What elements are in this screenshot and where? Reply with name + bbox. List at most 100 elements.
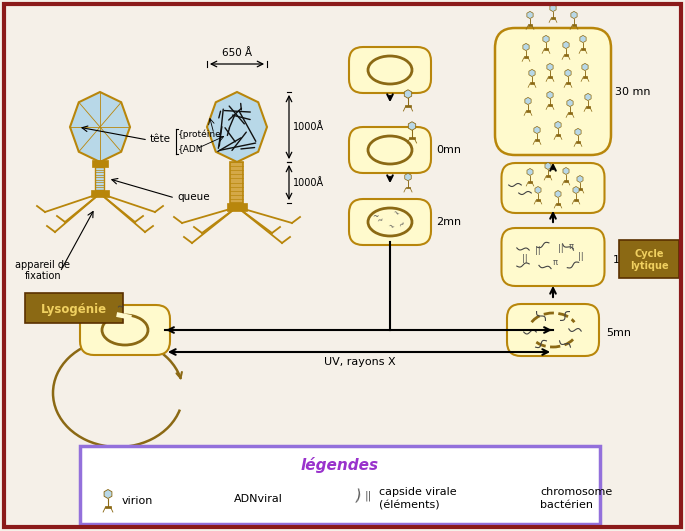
Text: ADNviral: ADNviral <box>234 494 283 504</box>
Text: ||: || <box>535 246 541 255</box>
Polygon shape <box>527 11 533 19</box>
Bar <box>528 24 532 26</box>
Text: queue: queue <box>177 192 210 202</box>
FancyBboxPatch shape <box>80 446 600 524</box>
Bar <box>535 139 539 141</box>
FancyBboxPatch shape <box>501 228 604 286</box>
Text: π: π <box>569 242 573 251</box>
Polygon shape <box>404 90 412 98</box>
FancyBboxPatch shape <box>80 305 170 355</box>
Polygon shape <box>555 122 561 129</box>
Polygon shape <box>582 63 588 71</box>
Text: 1000Å: 1000Å <box>293 122 324 132</box>
Bar <box>548 105 552 106</box>
Polygon shape <box>523 44 529 50</box>
Text: ||: || <box>365 491 372 501</box>
Bar <box>581 48 585 50</box>
Polygon shape <box>527 168 533 176</box>
Polygon shape <box>70 92 130 162</box>
Bar <box>556 203 560 204</box>
Bar <box>546 175 550 176</box>
Bar <box>230 162 243 203</box>
Bar <box>548 76 552 78</box>
Text: 0mn: 0mn <box>436 145 461 155</box>
Text: chromosome: chromosome <box>540 487 612 497</box>
Polygon shape <box>547 63 553 71</box>
Bar <box>528 181 532 183</box>
Polygon shape <box>567 99 573 107</box>
FancyBboxPatch shape <box>349 127 431 173</box>
Polygon shape <box>207 92 267 162</box>
Text: fixation: fixation <box>25 271 62 281</box>
Bar <box>92 160 108 167</box>
Polygon shape <box>573 186 579 193</box>
Bar <box>91 190 109 197</box>
Text: tête: tête <box>150 134 171 144</box>
Polygon shape <box>571 11 577 19</box>
Polygon shape <box>575 129 581 135</box>
Text: Lysogénie: Lysogénie <box>41 303 107 315</box>
Text: π: π <box>553 258 558 267</box>
Bar <box>526 110 530 112</box>
Text: Cycle
lytique: Cycle lytique <box>630 249 669 271</box>
FancyBboxPatch shape <box>349 199 431 245</box>
Bar <box>564 54 568 56</box>
Text: {ADN: {ADN <box>178 144 203 153</box>
Text: ~: ~ <box>375 216 384 226</box>
Bar <box>583 76 587 78</box>
Polygon shape <box>529 70 535 76</box>
Bar <box>227 203 247 211</box>
Text: ~: ~ <box>372 212 378 221</box>
FancyBboxPatch shape <box>349 47 431 93</box>
Text: ~: ~ <box>116 302 126 313</box>
Text: ||: || <box>522 254 528 263</box>
Bar <box>524 56 528 58</box>
Text: 30 mn: 30 mn <box>615 87 651 97</box>
FancyBboxPatch shape <box>495 28 611 155</box>
Bar <box>536 199 540 201</box>
Bar <box>586 106 590 108</box>
Text: virion: virion <box>122 496 153 506</box>
Polygon shape <box>104 490 112 499</box>
Polygon shape <box>563 167 569 175</box>
Bar <box>564 180 568 182</box>
Text: ~: ~ <box>390 208 400 219</box>
Polygon shape <box>565 70 571 76</box>
Text: 2mn: 2mn <box>436 217 461 227</box>
Text: 5mn: 5mn <box>606 328 631 338</box>
Text: ~: ~ <box>397 219 408 230</box>
Bar <box>576 141 580 143</box>
Text: 10mn: 10mn <box>613 255 645 265</box>
Bar <box>544 48 548 50</box>
Bar <box>105 506 111 508</box>
Text: ||: || <box>558 244 564 253</box>
Text: bactérien: bactérien <box>540 500 593 510</box>
Bar <box>410 137 414 139</box>
Bar <box>566 82 570 84</box>
Bar <box>95 167 105 190</box>
Polygon shape <box>555 191 561 198</box>
Text: 650 Å: 650 Å <box>222 48 252 58</box>
Bar <box>406 187 410 189</box>
Text: 1000Å: 1000Å <box>293 177 324 187</box>
Text: capside virale: capside virale <box>379 487 457 497</box>
FancyBboxPatch shape <box>25 293 123 323</box>
FancyBboxPatch shape <box>501 163 604 213</box>
Polygon shape <box>563 41 569 49</box>
Polygon shape <box>534 126 540 134</box>
Polygon shape <box>535 186 541 193</box>
Polygon shape <box>405 173 411 181</box>
Text: ||: || <box>578 252 584 261</box>
Polygon shape <box>543 36 549 42</box>
Bar <box>530 82 534 84</box>
Polygon shape <box>408 122 416 130</box>
Polygon shape <box>585 93 591 100</box>
Bar <box>568 113 572 114</box>
Text: ~: ~ <box>386 221 395 232</box>
Text: ): ) <box>354 488 362 504</box>
Polygon shape <box>550 4 556 12</box>
Polygon shape <box>577 176 583 183</box>
FancyBboxPatch shape <box>507 304 599 356</box>
Bar <box>572 24 576 26</box>
Bar <box>406 105 410 107</box>
